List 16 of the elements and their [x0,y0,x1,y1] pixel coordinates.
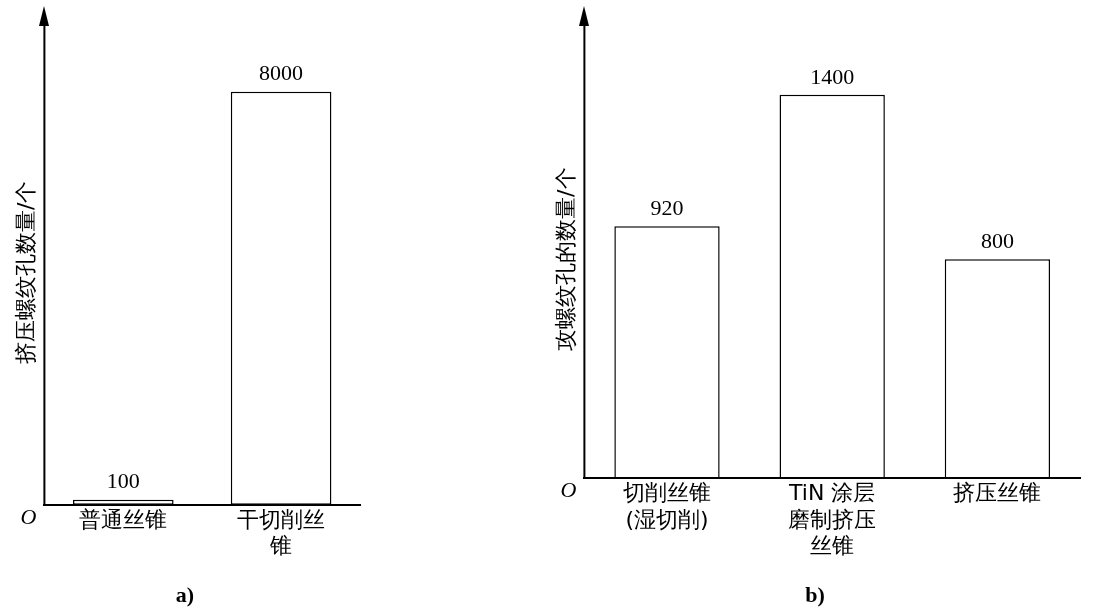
x-tick-label: 切削丝锥(湿切削) [623,480,711,532]
data-label: 1400 [810,63,855,89]
text: O [560,477,577,503]
data-label: 100 [106,468,140,494]
x-tick-label: 干切削丝锥 [237,506,326,559]
y-axis-title: 挤压螺纹孔数量/个 [12,180,38,365]
text: O [20,503,37,529]
x-tick-label: 普通丝锥 [79,506,168,532]
y-axis-title: 攻螺纹孔的数量/个 [552,167,578,351]
text: b) [805,582,825,608]
data-label: 8000 [259,60,304,86]
data-label: 920 [650,195,684,221]
x-tick-label: 挤压丝锥 [953,480,1042,506]
data-label: 800 [980,227,1014,253]
x-tick-label: TiN 涂层磨制挤压丝锥 [788,480,877,559]
text: a) [175,582,195,608]
